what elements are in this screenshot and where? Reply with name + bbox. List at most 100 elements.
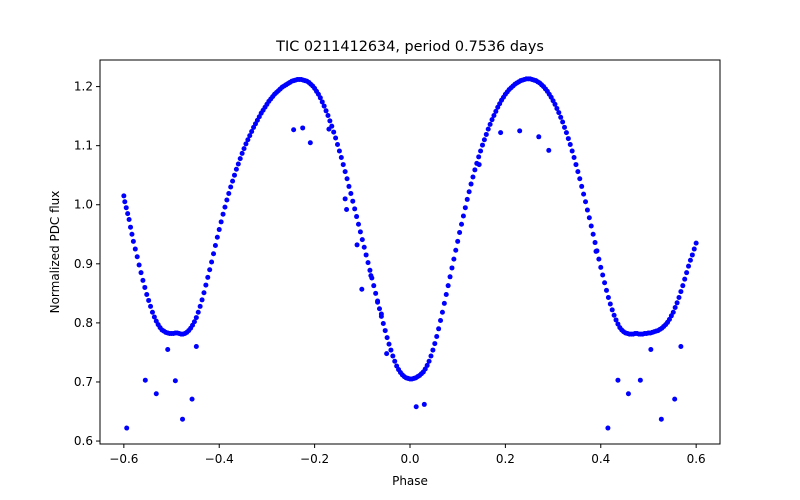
data-point (142, 377, 148, 383)
scatter-points (121, 76, 699, 431)
data-point (605, 294, 611, 300)
data-point (138, 270, 144, 276)
data-point (300, 125, 306, 131)
data-point (426, 358, 432, 364)
data-point (470, 174, 476, 180)
data-point (600, 272, 606, 278)
data-point (165, 346, 171, 352)
y-tick-label: 1.2 (74, 80, 93, 94)
data-point (453, 247, 459, 253)
data-point (439, 309, 445, 315)
data-point (658, 416, 664, 422)
data-point (449, 265, 455, 271)
x-axis-label: Phase (392, 474, 428, 488)
data-point (413, 404, 419, 410)
x-tick-label: 0.2 (496, 452, 515, 466)
x-tick-label: 0.6 (687, 452, 706, 466)
data-point (201, 290, 207, 296)
data-point (245, 137, 251, 143)
data-point (291, 127, 297, 133)
data-point (134, 254, 140, 260)
data-point (220, 211, 226, 217)
data-point (457, 230, 463, 235)
data-point (584, 207, 590, 213)
data-point (680, 283, 686, 289)
data-point (319, 99, 325, 105)
data-point (199, 297, 205, 303)
y-tick-label: 1.0 (74, 198, 93, 212)
data-point (142, 284, 148, 290)
data-point (354, 214, 360, 220)
data-point (485, 126, 491, 132)
data-point (126, 217, 132, 223)
data-point (376, 306, 382, 312)
data-point (226, 191, 232, 197)
data-point (146, 297, 152, 303)
data-point (340, 162, 346, 168)
data-point (230, 178, 236, 184)
data-point (546, 147, 552, 153)
data-point (588, 223, 594, 229)
data-point (125, 211, 131, 217)
data-point (228, 184, 234, 190)
data-point (132, 246, 138, 252)
data-point (476, 162, 482, 168)
data-point (193, 344, 199, 350)
data-point (676, 294, 682, 300)
data-point (122, 199, 128, 205)
data-point (583, 199, 589, 205)
y-axis-ticks: 0.6 0.7 0.8 0.9 1.0 1.1 1.2 (74, 80, 100, 448)
data-point (459, 221, 465, 227)
data-point (689, 252, 695, 258)
data-point (191, 319, 197, 325)
data-point (148, 303, 154, 309)
data-point (424, 362, 430, 368)
data-point (123, 205, 129, 211)
data-point (209, 259, 215, 265)
data-point (384, 335, 390, 341)
data-point (455, 238, 461, 244)
data-point (359, 237, 365, 243)
data-point (468, 181, 474, 187)
data-point (321, 103, 327, 109)
data-point (355, 221, 361, 227)
data-point (487, 121, 493, 127)
x-axis-ticks: −0.6 −0.4 −0.2 0.0 0.2 0.4 0.6 (109, 444, 706, 466)
x-tick-label: −0.6 (109, 452, 138, 466)
data-point (434, 333, 440, 339)
data-point (130, 238, 136, 244)
data-point (441, 300, 447, 306)
data-point (613, 317, 619, 323)
data-point (361, 244, 367, 250)
data-point (562, 124, 568, 130)
data-point (445, 283, 451, 289)
data-point (365, 260, 371, 266)
y-tick-label: 0.6 (74, 434, 93, 448)
data-point (363, 252, 369, 258)
data-point (472, 167, 478, 173)
chart-title: TIC 0211412634, period 0.7536 days (275, 39, 544, 55)
y-axis-label: Normalized PDC flux (48, 191, 62, 314)
data-point (180, 416, 186, 422)
data-point (124, 425, 130, 431)
x-tick-label: 0.0 (400, 452, 419, 466)
data-point (211, 251, 217, 257)
data-point (336, 148, 342, 154)
data-point (235, 161, 241, 167)
data-point (682, 276, 688, 282)
data-point (556, 110, 562, 116)
data-point (233, 166, 239, 172)
data-point (517, 128, 523, 134)
data-point (478, 148, 484, 154)
data-point (193, 315, 199, 321)
data-point (432, 341, 438, 347)
data-point (325, 113, 331, 119)
data-point (573, 162, 579, 168)
data-point (637, 377, 643, 383)
data-point (687, 257, 693, 263)
data-point (438, 318, 444, 324)
data-point (359, 286, 365, 292)
data-point (476, 154, 482, 160)
data-point (344, 176, 350, 182)
data-point (567, 141, 573, 147)
